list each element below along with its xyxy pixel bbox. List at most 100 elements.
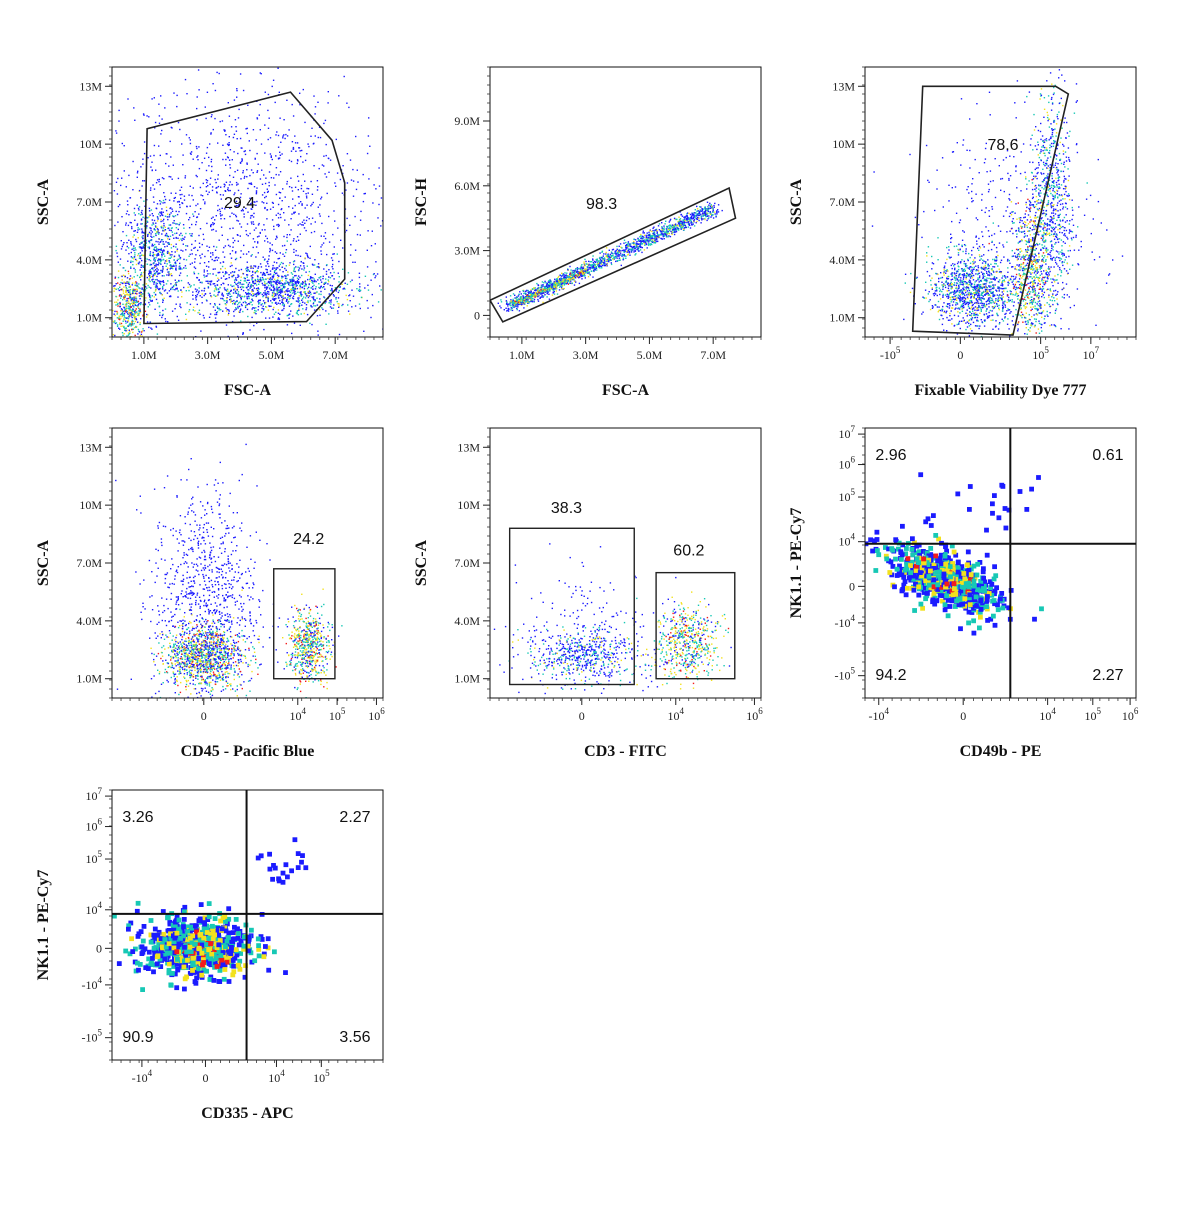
- event-point: [713, 210, 714, 211]
- event-point: [229, 292, 230, 293]
- event-point: [252, 293, 253, 294]
- event-point: [320, 198, 321, 199]
- event-point: [192, 291, 193, 292]
- event-point: [297, 163, 298, 164]
- event-point: [688, 226, 689, 227]
- event-point: [119, 318, 120, 319]
- event-point: [616, 250, 617, 251]
- event-point: [556, 290, 557, 291]
- event-point: [176, 250, 177, 251]
- event-point: [696, 211, 697, 212]
- event-point: [254, 283, 255, 284]
- event-point: [151, 209, 152, 210]
- event-point: [338, 297, 339, 298]
- event-point: [273, 274, 274, 275]
- event-point: [348, 295, 349, 296]
- event-point: [180, 194, 181, 195]
- event-point: [276, 167, 277, 168]
- event-point: [646, 235, 647, 236]
- event-point: [293, 212, 294, 213]
- event-point: [120, 314, 121, 315]
- event-point: [221, 214, 222, 215]
- event-point: [150, 271, 151, 272]
- event-point: [510, 309, 511, 310]
- event-point: [149, 210, 150, 211]
- event-point: [210, 252, 211, 253]
- event-point: [272, 265, 273, 266]
- event-point: [141, 232, 142, 233]
- event-point: [257, 281, 258, 282]
- event-point: [230, 296, 231, 297]
- event-point: [139, 229, 140, 230]
- event-point: [282, 271, 283, 272]
- event-point: [221, 284, 222, 285]
- event-point: [596, 269, 597, 270]
- event-point: [322, 309, 323, 310]
- event-point: [281, 153, 282, 154]
- event-point: [616, 256, 617, 257]
- event-point: [195, 224, 196, 225]
- event-point: [629, 243, 630, 244]
- event-point: [240, 297, 241, 298]
- event-point: [153, 254, 154, 255]
- event-point: [549, 283, 550, 284]
- event-point: [690, 227, 691, 228]
- event-point: [124, 299, 125, 300]
- event-point: [119, 322, 120, 323]
- event-point: [141, 212, 142, 213]
- event-point: [268, 298, 269, 299]
- event-point: [247, 316, 248, 317]
- event-point: [305, 160, 306, 161]
- event-point: [227, 289, 228, 290]
- event-point: [167, 292, 168, 293]
- event-point: [137, 333, 138, 334]
- event-point: [298, 308, 299, 309]
- event-point: [126, 287, 127, 288]
- event-point: [674, 234, 675, 235]
- event-point: [696, 221, 697, 222]
- event-point: [126, 242, 127, 243]
- event-point: [574, 270, 575, 271]
- event-point: [181, 291, 182, 292]
- event-point: [268, 285, 269, 286]
- event-point: [134, 289, 135, 290]
- event-point: [134, 256, 135, 257]
- event-point: [241, 269, 242, 270]
- event-point: [121, 316, 122, 317]
- event-point: [154, 261, 155, 262]
- event-point: [325, 232, 326, 233]
- event-point: [124, 330, 125, 331]
- event-point: [209, 143, 210, 144]
- event-point: [213, 306, 214, 307]
- event-point: [139, 277, 140, 278]
- event-point: [150, 233, 151, 234]
- event-point: [640, 246, 641, 247]
- event-point: [181, 280, 182, 281]
- event-point: [312, 264, 313, 265]
- event-point: [625, 247, 626, 248]
- event-point: [249, 282, 250, 283]
- event-point: [160, 281, 161, 282]
- event-point: [679, 226, 680, 227]
- event-point: [180, 304, 181, 305]
- event-point: [130, 315, 131, 316]
- event-point: [294, 294, 295, 295]
- event-point: [159, 212, 160, 213]
- event-point: [295, 275, 296, 276]
- event-point: [159, 115, 160, 116]
- event-point: [290, 178, 291, 179]
- event-point: [714, 212, 715, 213]
- event-point: [178, 280, 179, 281]
- event-point: [138, 237, 139, 238]
- event-point: [202, 293, 203, 294]
- event-point: [253, 265, 254, 266]
- event-point: [144, 153, 145, 154]
- event-point: [178, 259, 179, 260]
- event-point: [574, 273, 575, 274]
- event-point: [192, 298, 193, 299]
- event-point: [300, 265, 301, 266]
- event-point: [240, 287, 241, 288]
- event-point: [238, 276, 239, 277]
- event-point: [181, 202, 182, 203]
